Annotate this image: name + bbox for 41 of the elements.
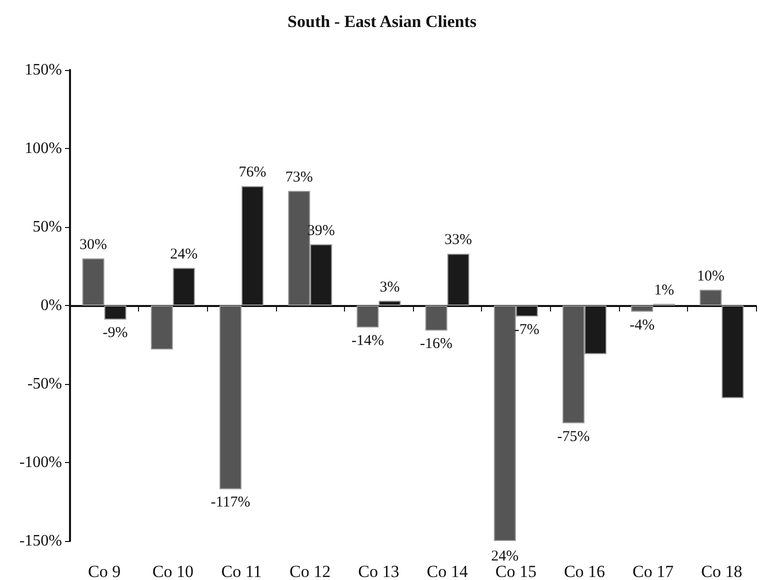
data-label: 10% <box>696 268 724 284</box>
x-tick-label: Co 17 <box>632 562 674 580</box>
bar <box>150 306 173 350</box>
data-label: 3% <box>380 279 400 296</box>
y-tick-label: -50% <box>27 376 62 392</box>
y-tick-label: 150% <box>24 62 62 78</box>
y-tick-label: 0% <box>40 297 62 314</box>
data-label: 33% <box>444 232 472 248</box>
y-tick-label: -100% <box>19 454 62 471</box>
x-tick-label: Co 18 <box>701 562 742 580</box>
data-label: 24% <box>170 246 198 262</box>
data-label: 30% <box>80 236 108 253</box>
data-label: -9% <box>102 325 128 342</box>
data-label: 1% <box>654 282 674 298</box>
x-tick-label: Co 15 <box>495 562 536 580</box>
data-label: -117% <box>210 494 250 511</box>
x-tick-label: Co 10 <box>152 562 194 580</box>
bar <box>356 306 379 328</box>
data-label: 73% <box>285 169 313 186</box>
x-tick-label: Co 12 <box>290 562 331 580</box>
data-label: -4% <box>630 317 655 334</box>
data-label: 76% <box>238 164 266 181</box>
bar <box>220 306 242 490</box>
bar <box>82 258 104 306</box>
x-tick-label: Co 9 <box>88 562 121 580</box>
data-label: -14% <box>351 332 384 349</box>
x-tick-label: Co 14 <box>426 562 468 580</box>
x-tick-label: Co 11 <box>221 562 262 580</box>
y-tick-label: -150% <box>19 532 62 550</box>
y-tick-label: 50% <box>32 218 62 236</box>
bar <box>700 290 722 306</box>
x-tick-label: Co 13 <box>358 562 400 580</box>
bar <box>425 306 448 331</box>
chart-title: South - East Asian Clients <box>288 12 477 31</box>
data-label: -7% <box>514 322 540 338</box>
data-label: -16% <box>420 336 453 352</box>
y-tick-label: 100% <box>24 140 62 157</box>
data-label: -75% <box>557 428 590 445</box>
annotation: 24% <box>491 548 519 564</box>
x-tick-label: Co 16 <box>564 562 606 580</box>
bar <box>631 306 654 312</box>
